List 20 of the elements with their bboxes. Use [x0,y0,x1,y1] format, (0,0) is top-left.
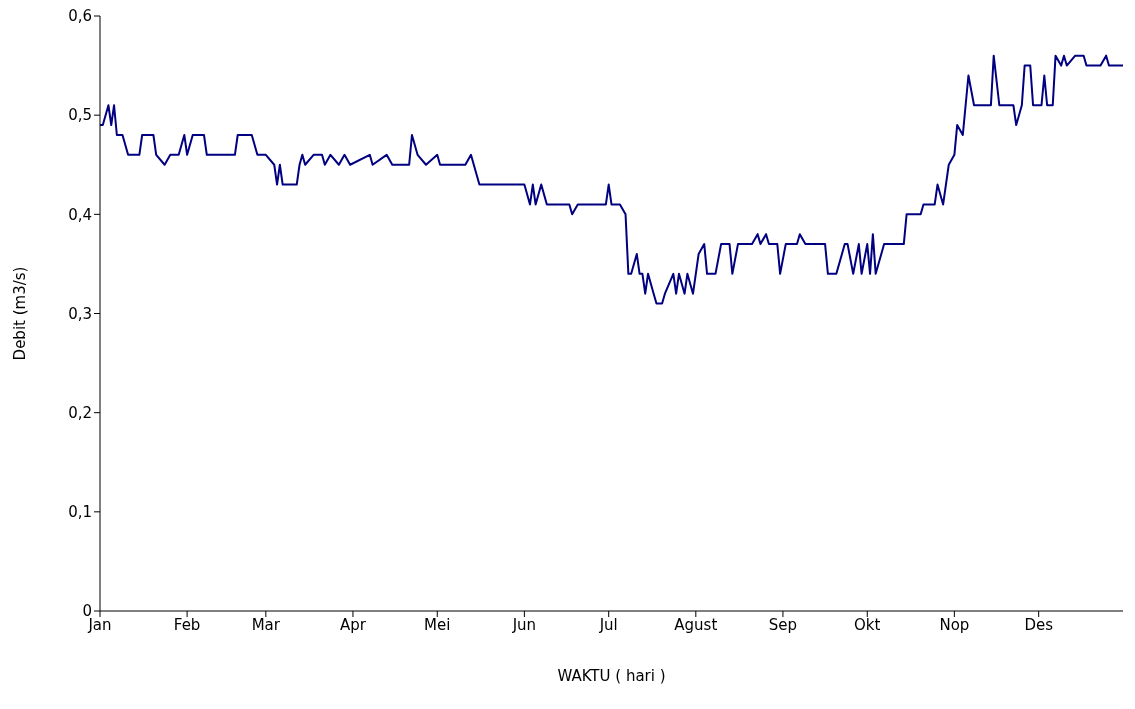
y-axis-title: Debit (m3/s) [11,266,30,361]
x-tick-label: Feb [173,615,201,634]
x-axis-title: WAKTU ( hari ) [557,667,666,685]
x-tick-label: Des [1024,615,1054,634]
x-tick-label: Jun [511,615,537,634]
y-tick-label: 0,3 [68,304,92,323]
x-tick-label: Okt [854,615,881,634]
x-tick-label: Jan [87,615,112,634]
x-tick-label: Apr [339,615,367,634]
x-tick-label: Agust [674,615,718,634]
y-tick-label: 0,4 [68,205,92,224]
x-tick-label: Mar [251,615,281,634]
y-tick-label: 0,6 [68,7,92,26]
x-tick-label: Mei [424,615,451,634]
y-tick-label: 0,2 [68,403,92,422]
y-tick-label: 0,5 [68,106,92,125]
y-tick-label: 0,1 [68,503,92,522]
x-tick-label: Jul [598,615,618,634]
x-tick-label: Sep [768,615,798,634]
x-tick-label: Nop [939,615,970,634]
